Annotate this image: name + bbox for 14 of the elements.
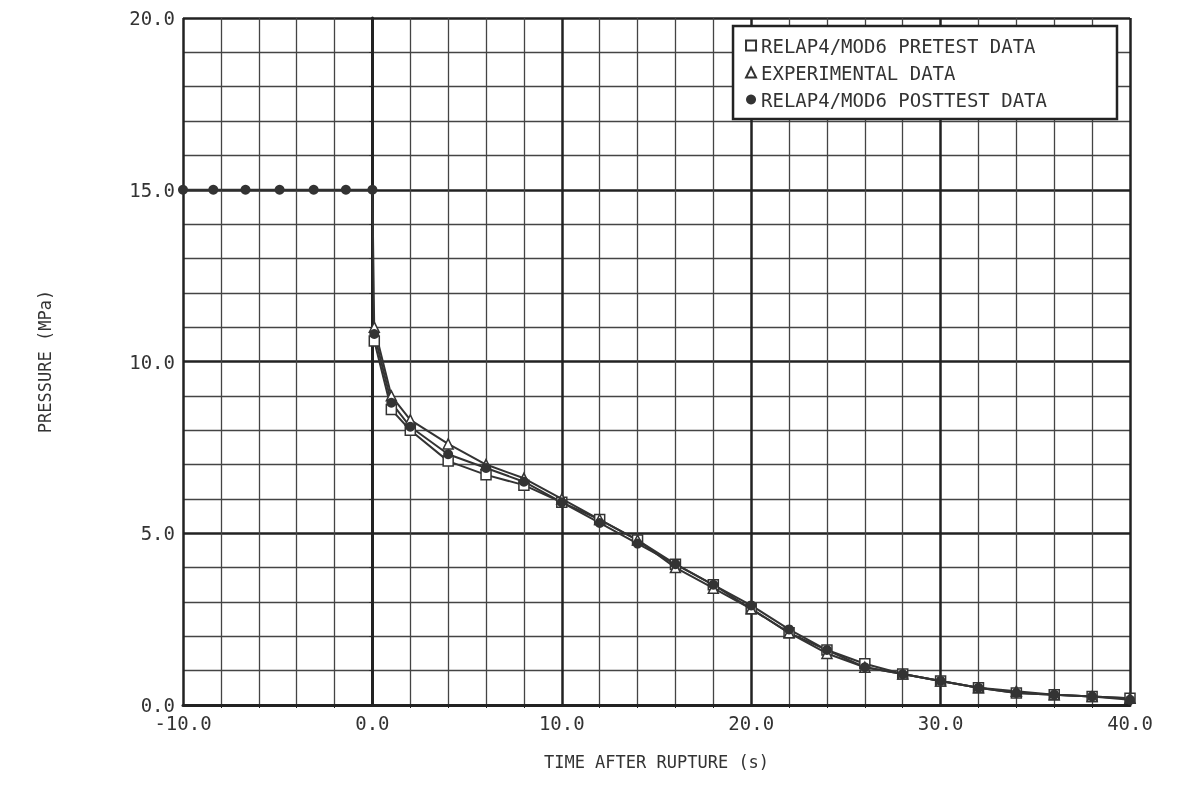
x-tick-label: 40.0	[1107, 711, 1153, 734]
y-tick-label: 15.0	[129, 178, 175, 201]
x-tick-label: 0.0	[355, 711, 390, 734]
y-tick-label: 10.0	[129, 350, 175, 373]
x-tick-label: 30.0	[917, 711, 964, 734]
y-axis-title: PRESSURE (MPa)	[34, 289, 55, 434]
legend-label: RELAP4/MOD6 POSTTEST DATA	[761, 88, 1048, 111]
x-axis-title: TIME AFTER RUPTURE (s)	[543, 751, 770, 772]
y-tick-label: 5.0	[140, 522, 175, 545]
legend-label: EXPERIMENTAL DATA	[761, 61, 957, 84]
y-tick-label: 20.0	[129, 7, 175, 29]
x-tick-label: 20.0	[728, 711, 775, 734]
legend-label: RELAP4/MOD6 PRETEST DATA	[761, 34, 1037, 57]
x-tick-label: 10.0	[538, 711, 585, 734]
